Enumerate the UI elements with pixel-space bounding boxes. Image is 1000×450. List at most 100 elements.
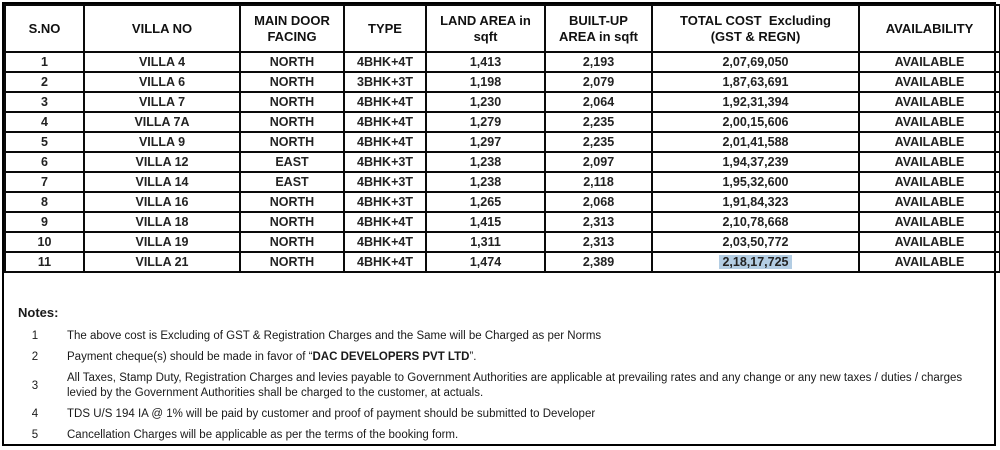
cell-total-cost: 2,01,41,588: [651, 131, 860, 153]
cell-main-door-facing: NORTH: [239, 211, 345, 233]
col-header-built-up-area: BUILT-UP AREA in sqft: [544, 4, 653, 53]
cell-type: 4BHK+3T: [343, 171, 427, 193]
note-text: The above cost is Excluding of GST & Reg…: [67, 330, 602, 342]
total-cost-value: 1,91,84,323: [722, 195, 789, 209]
cell-total-cost: 1,94,37,239: [651, 151, 860, 173]
cell-availability: AVAILABLE: [858, 171, 1000, 193]
cell-total-cost: 2,00,15,606: [651, 111, 860, 133]
cell-type: 4BHK+4T: [343, 131, 427, 153]
table-row: 3 VILLA 7 NORTH 4BHK+4T 1,230 2,064 1,92…: [4, 91, 1000, 113]
header-label: AVAILABILITY: [885, 20, 974, 36]
col-header-total-cost: TOTAL COST Excluding (GST & REGN): [651, 4, 860, 53]
cell-availability: AVAILABLE: [858, 131, 1000, 153]
cell-land-area: 1,238: [425, 171, 546, 193]
table-row: 2 VILLA 6 NORTH 3BHK+3T 1,198 2,079 1,87…: [4, 71, 1000, 93]
cell-villa-no: VILLA 7: [83, 91, 241, 113]
header-label: S.NO: [28, 20, 61, 36]
cell-type: 4BHK+3T: [343, 191, 427, 213]
cell-total-cost: 1,95,32,600: [651, 171, 860, 193]
total-cost-value: 2,10,78,668: [722, 215, 789, 229]
cell-total-cost: 2,03,50,772: [651, 231, 860, 253]
cell-land-area: 1,474: [425, 251, 546, 273]
header-label: TYPE: [368, 20, 402, 36]
cell-main-door-facing: NORTH: [239, 51, 345, 73]
table-row: 1 VILLA 4 NORTH 4BHK+4T 1,413 2,193 2,07…: [4, 51, 1000, 73]
cell-total-cost: 2,18,17,725: [651, 251, 860, 273]
payee-name: DAC DEVELOPERS PVT LTD: [312, 351, 470, 363]
total-cost-value: 1,87,63,691: [722, 75, 789, 89]
header-label: LAND AREA in: [440, 12, 531, 28]
table-row: 9 VILLA 18 NORTH 4BHK+4T 1,415 2,313 2,1…: [4, 211, 1000, 233]
cell-built-up-area: 2,068: [544, 191, 653, 213]
total-cost-value: 1,95,32,600: [722, 175, 789, 189]
note-item-2: 2 Payment cheque(s) should be made in fa…: [18, 350, 980, 365]
note-number: 2: [31, 351, 39, 363]
cell-land-area: 1,198: [425, 71, 546, 93]
cell-main-door-facing: EAST: [239, 171, 345, 193]
cell-availability: AVAILABLE: [858, 71, 1000, 93]
table-row: 4 VILLA 7A NORTH 4BHK+4T 1,279 2,235 2,0…: [4, 111, 1000, 133]
cell-villa-no: VILLA 7A: [83, 111, 241, 133]
cell-sno: 5: [4, 131, 85, 153]
cell-main-door-facing: NORTH: [239, 251, 345, 273]
table-row: 5 VILLA 9 NORTH 4BHK+4T 1,297 2,235 2,01…: [4, 131, 1000, 153]
cell-main-door-facing: NORTH: [239, 131, 345, 153]
cell-villa-no: VILLA 19: [83, 231, 241, 253]
cell-availability: AVAILABLE: [858, 251, 1000, 273]
col-header-sno: S.NO: [4, 4, 85, 53]
note-text: TDS U/S 194 IA @ 1% will be paid by cust…: [67, 408, 596, 420]
cell-land-area: 1,238: [425, 151, 546, 173]
note-number: 4: [31, 408, 39, 420]
cell-type: 4BHK+4T: [343, 51, 427, 73]
cell-sno: 4: [4, 111, 85, 133]
cell-total-cost: 2,07,69,050: [651, 51, 860, 73]
total-cost-value: 2,00,15,606: [722, 115, 789, 129]
cell-sno: 7: [4, 171, 85, 193]
note-text: Payment cheque(s) should be made in favo…: [67, 351, 477, 363]
cell-sno: 8: [4, 191, 85, 213]
cell-built-up-area: 2,193: [544, 51, 653, 73]
cell-sno: 6: [4, 151, 85, 173]
header-label: BUILT-UP: [569, 12, 628, 28]
cell-land-area: 1,413: [425, 51, 546, 73]
cell-land-area: 1,415: [425, 211, 546, 233]
table-row: 10 VILLA 19 NORTH 4BHK+4T 1,311 2,313 2,…: [4, 231, 1000, 253]
cell-availability: AVAILABLE: [858, 191, 1000, 213]
cell-villa-no: VILLA 6: [83, 71, 241, 93]
note-item-3: 3 All Taxes, Stamp Duty, Registration Ch…: [18, 371, 980, 401]
cell-villa-no: VILLA 9: [83, 131, 241, 153]
col-header-land-area: LAND AREA in sqft: [425, 4, 546, 53]
cell-built-up-area: 2,097: [544, 151, 653, 173]
cell-total-cost: 1,91,84,323: [651, 191, 860, 213]
cell-total-cost: 2,10,78,668: [651, 211, 860, 233]
total-cost-value: 2,03,50,772: [722, 235, 789, 249]
cell-type: 4BHK+3T: [343, 151, 427, 173]
col-header-type: TYPE: [343, 4, 427, 53]
cell-sno: 10: [4, 231, 85, 253]
header-label: TOTAL COST Excluding: [680, 12, 831, 28]
cell-main-door-facing: NORTH: [239, 231, 345, 253]
header-label: VILLA NO: [131, 20, 193, 36]
cell-land-area: 1,265: [425, 191, 546, 213]
header-label: MAIN DOOR: [254, 12, 330, 28]
notes-section: Notes: 1 The above cost is Excluding of …: [4, 273, 994, 443]
total-cost-value: 2,07,69,050: [722, 55, 789, 69]
cell-type: 3BHK+3T: [343, 71, 427, 93]
cell-total-cost: 1,87,63,691: [651, 71, 860, 93]
cell-land-area: 1,279: [425, 111, 546, 133]
cell-sno: 3: [4, 91, 85, 113]
cell-main-door-facing: NORTH: [239, 71, 345, 93]
cell-built-up-area: 2,064: [544, 91, 653, 113]
cell-main-door-facing: NORTH: [239, 191, 345, 213]
cell-availability: AVAILABLE: [858, 211, 1000, 233]
note-number: 5: [31, 429, 39, 441]
table-row: 6 VILLA 12 EAST 4BHK+3T 1,238 2,097 1,94…: [4, 151, 1000, 173]
note-text: All Taxes, Stamp Duty, Registration Char…: [67, 372, 963, 399]
villa-price-table: S.NO VILLA NO MAIN DOOR FACING TYPE LAND…: [4, 4, 1000, 273]
cell-built-up-area: 2,389: [544, 251, 653, 273]
cell-availability: AVAILABLE: [858, 91, 1000, 113]
cell-villa-no: VILLA 18: [83, 211, 241, 233]
cell-built-up-area: 2,079: [544, 71, 653, 93]
cell-sno: 11: [4, 251, 85, 273]
